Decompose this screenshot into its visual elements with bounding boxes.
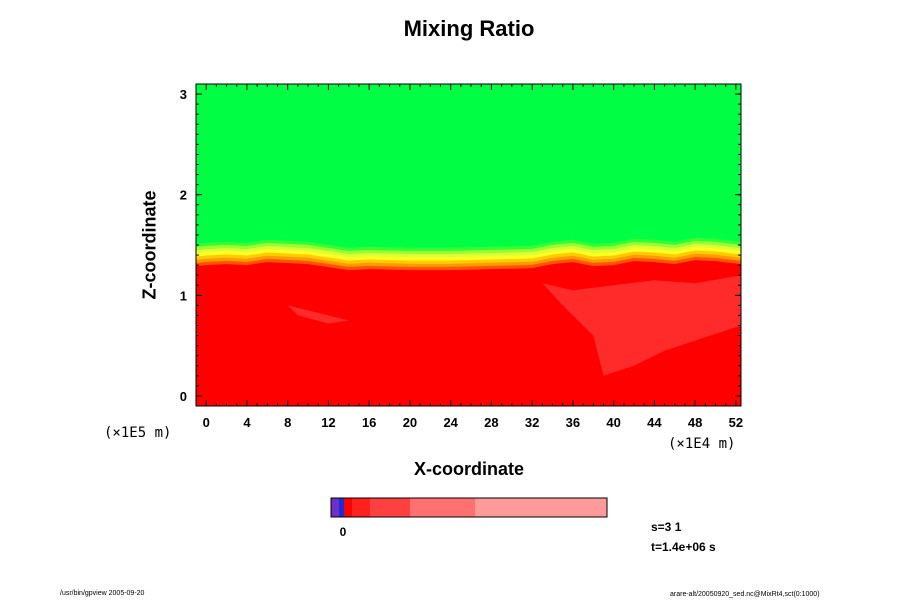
colorbar-cell <box>475 498 607 517</box>
colorbar-cell <box>370 498 410 517</box>
y-axis-label: Z-coordinate <box>139 190 160 300</box>
y-tick-label: 0 <box>180 389 187 404</box>
x-tick-label: 44 <box>647 415 662 430</box>
x-tick-label: 20 <box>403 415 417 430</box>
x-unit-label: (×1E4 m) <box>668 436 736 452</box>
x-tick-label: 8 <box>284 415 291 430</box>
x-tick-label: 48 <box>688 415 702 430</box>
x-tick-label: 12 <box>321 415 335 430</box>
step-label: s=3 1 <box>651 520 682 534</box>
x-tick-label: 36 <box>566 415 580 430</box>
axis-ticks <box>196 84 741 406</box>
x-tick-label: 40 <box>606 415 620 430</box>
y-tick-label: 3 <box>180 87 187 102</box>
plot-area <box>196 84 741 406</box>
x-tick-label: 28 <box>484 415 498 430</box>
inner-patch <box>644 290 726 336</box>
colorbar: 0 <box>330 497 608 539</box>
y-tick-label: 1 <box>180 288 187 303</box>
x-tick-label: 4 <box>243 415 251 430</box>
time-label: t=1.4e+06 s <box>651 540 716 554</box>
colorbar-cell <box>352 498 370 517</box>
x-tick-label: 16 <box>362 415 376 430</box>
footer-right: arare-alt/20050920_sed.nc@MixRt4,sct(0:1… <box>670 591 820 598</box>
x-axis-label: X-coordinate <box>413 459 524 479</box>
colorbar-cell <box>410 498 475 517</box>
inner-patch <box>287 305 349 324</box>
colorbar-cell <box>344 498 352 517</box>
colorbar-cell <box>339 498 344 517</box>
x-tick-label: 0 <box>203 415 210 430</box>
colorbar-frame <box>330 497 608 518</box>
y-tick-label: 2 <box>180 188 187 203</box>
footer-left: /usr/bin/gpview 2005-09-20 <box>60 590 145 597</box>
z-unit-label: (×1E5 m) <box>104 425 172 441</box>
chart-title: Mixing Ratio <box>403 16 535 41</box>
x-tick-label: 52 <box>729 415 743 430</box>
colorbar-label: 0 <box>340 525 347 539</box>
x-tick-label: 24 <box>443 415 458 430</box>
colorbar-cell <box>331 498 339 517</box>
x-tick-label: 32 <box>525 415 539 430</box>
